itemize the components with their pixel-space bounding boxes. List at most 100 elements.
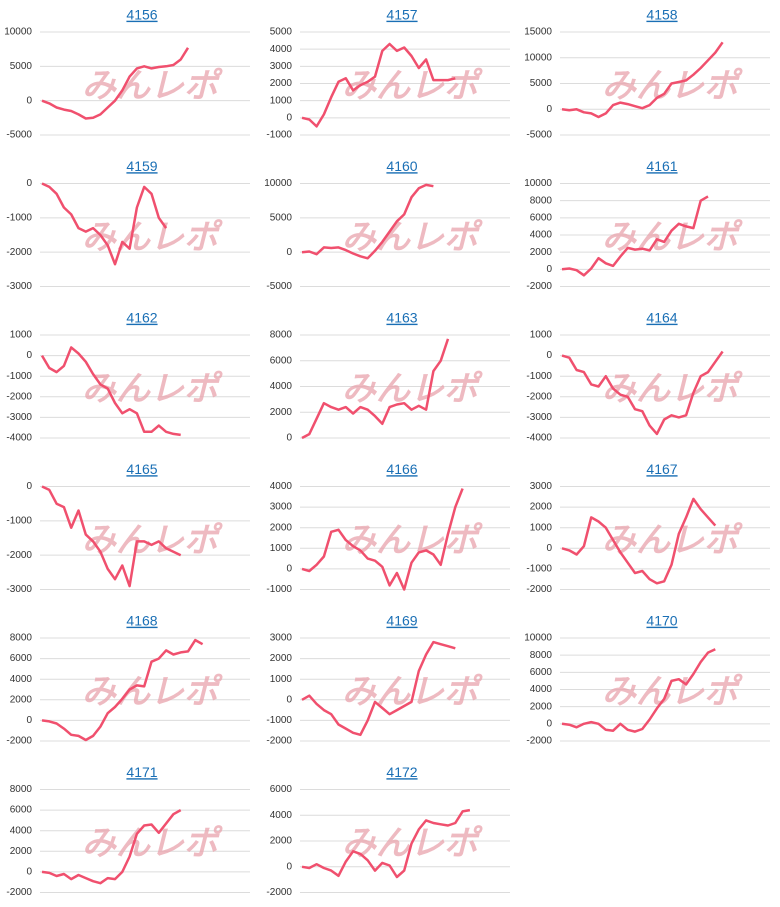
- y-tick-label: -5000: [266, 281, 292, 292]
- mini-chart: 4171 -2000 0 2000 4000 6000 8000 みんレポ: [6, 764, 250, 898]
- y-tick-label: 8000: [530, 195, 553, 206]
- y-tick-label: -1000: [266, 715, 292, 726]
- mini-chart: 4166 -1000 0 1000 2000 3000 4000 みんレポ: [266, 461, 510, 595]
- chart-title[interactable]: 4168: [126, 613, 157, 629]
- y-tick-label: 2000: [10, 694, 33, 705]
- watermark: みんレポ: [602, 672, 743, 712]
- y-tick-label: 6000: [270, 355, 293, 366]
- data-line: [41, 638, 204, 742]
- chart-title[interactable]: 4156: [126, 7, 157, 23]
- chart-title[interactable]: 4159: [126, 158, 157, 174]
- mini-chart: 4167 -2000 -1000 0 1000 2000 3000 みんレポ: [526, 461, 770, 595]
- watermark: みんレポ: [602, 369, 743, 409]
- y-tick-label: 0: [546, 264, 552, 275]
- y-tick-label: 2000: [530, 701, 553, 712]
- y-tick-label: -2000: [6, 391, 32, 402]
- data-line: [40, 346, 181, 437]
- watermark: みんレポ: [82, 672, 223, 712]
- chart-title[interactable]: 4165: [126, 461, 157, 477]
- y-tick-label: 0: [286, 694, 292, 705]
- mini-chart: 4162 -4000 -3000 -2000 -1000 0 1000 みんレポ: [6, 310, 250, 444]
- data-line: [41, 485, 182, 588]
- y-tick-label: 8000: [10, 633, 33, 644]
- y-tick-label: -1000: [526, 564, 552, 575]
- chart-title[interactable]: 4161: [646, 158, 677, 174]
- y-tick-label: 0: [286, 112, 292, 123]
- y-tick-label: -3000: [526, 412, 552, 423]
- y-tick-label: -1000: [266, 130, 292, 141]
- y-tick-label: 0: [286, 247, 292, 258]
- y-tick-label: 3000: [270, 61, 293, 72]
- chart-title[interactable]: 4169: [386, 613, 417, 629]
- data-line: [41, 809, 182, 885]
- y-tick-label: 2000: [530, 502, 553, 513]
- y-tick-label: 0: [26, 350, 32, 361]
- y-tick-label: 4000: [10, 674, 33, 685]
- data-line: [301, 183, 434, 260]
- y-tick-label: 10000: [4, 27, 32, 38]
- chart-title[interactable]: 4157: [386, 7, 417, 23]
- y-tick-label: 0: [546, 104, 552, 115]
- y-tick-label: -1000: [6, 371, 32, 382]
- y-tick-label: 3000: [530, 481, 553, 492]
- y-tick-label: -2000: [526, 281, 552, 292]
- chart-title[interactable]: 4170: [646, 613, 677, 629]
- mini-chart: 4163 0 2000 4000 6000 8000 みんレポ: [270, 310, 510, 444]
- y-tick-label: 6000: [530, 212, 553, 223]
- y-tick-label: 5000: [530, 78, 553, 89]
- y-tick-label: 0: [286, 564, 292, 575]
- y-tick-label: -1000: [6, 212, 32, 223]
- y-tick-label: 10000: [524, 52, 552, 63]
- data-line: [301, 42, 456, 128]
- y-tick-label: 0: [546, 543, 552, 554]
- mini-chart: 4168 -2000 0 2000 4000 6000 8000 みんレポ: [6, 613, 250, 747]
- data-line: [41, 182, 168, 266]
- mini-chart: 4169 -2000 -1000 0 1000 2000 3000 みんレポ: [266, 613, 510, 747]
- y-tick-label: 8000: [270, 330, 293, 341]
- y-tick-label: -1000: [6, 515, 32, 526]
- y-tick-label: -2000: [6, 247, 32, 258]
- y-tick-label: 1000: [10, 330, 33, 341]
- chart-title[interactable]: 4160: [386, 158, 417, 174]
- y-tick-label: 0: [286, 433, 292, 444]
- chart-title[interactable]: 4172: [386, 764, 417, 780]
- chart-title[interactable]: 4167: [646, 461, 677, 477]
- y-tick-label: -2000: [6, 887, 32, 898]
- y-tick-label: 4000: [530, 684, 553, 695]
- chart-title[interactable]: 4166: [386, 461, 417, 477]
- y-tick-label: 3000: [270, 633, 293, 644]
- chart-title[interactable]: 4158: [646, 7, 677, 23]
- chart-title[interactable]: 4171: [126, 764, 157, 780]
- y-tick-label: 0: [26, 481, 32, 492]
- y-tick-label: 5000: [270, 27, 293, 38]
- watermark: みんレポ: [602, 66, 743, 106]
- chart-title[interactable]: 4162: [126, 310, 157, 326]
- y-tick-label: 15000: [524, 27, 552, 38]
- y-tick-label: 1000: [270, 543, 293, 554]
- y-tick-label: 1000: [530, 330, 553, 341]
- y-tick-label: -1000: [526, 371, 552, 382]
- y-tick-label: 2000: [10, 846, 33, 857]
- y-tick-label: 2000: [270, 78, 293, 89]
- watermark: みんレポ: [82, 369, 223, 409]
- mini-chart: 4164 -4000 -3000 -2000 -1000 0 1000 みんレポ: [526, 310, 770, 444]
- chart-title[interactable]: 4163: [386, 310, 417, 326]
- y-tick-label: 10000: [264, 178, 292, 189]
- y-tick-label: 10000: [524, 178, 552, 189]
- y-tick-label: 5000: [270, 212, 293, 223]
- watermark: みんレポ: [82, 824, 223, 864]
- y-tick-label: 0: [546, 718, 552, 729]
- watermark: みんレポ: [82, 218, 223, 258]
- y-tick-label: 0: [26, 95, 32, 106]
- y-tick-label: -2000: [526, 391, 552, 402]
- y-tick-label: 1000: [530, 522, 553, 533]
- data-line: [301, 808, 471, 879]
- watermark: みんレポ: [342, 66, 483, 106]
- y-tick-label: -2000: [266, 736, 292, 747]
- y-tick-label: 0: [286, 861, 292, 872]
- y-tick-label: 6000: [10, 805, 33, 816]
- y-tick-label: 1000: [270, 95, 293, 106]
- data-line: [561, 648, 716, 733]
- y-tick-label: 6000: [270, 784, 293, 795]
- chart-title[interactable]: 4164: [646, 310, 677, 326]
